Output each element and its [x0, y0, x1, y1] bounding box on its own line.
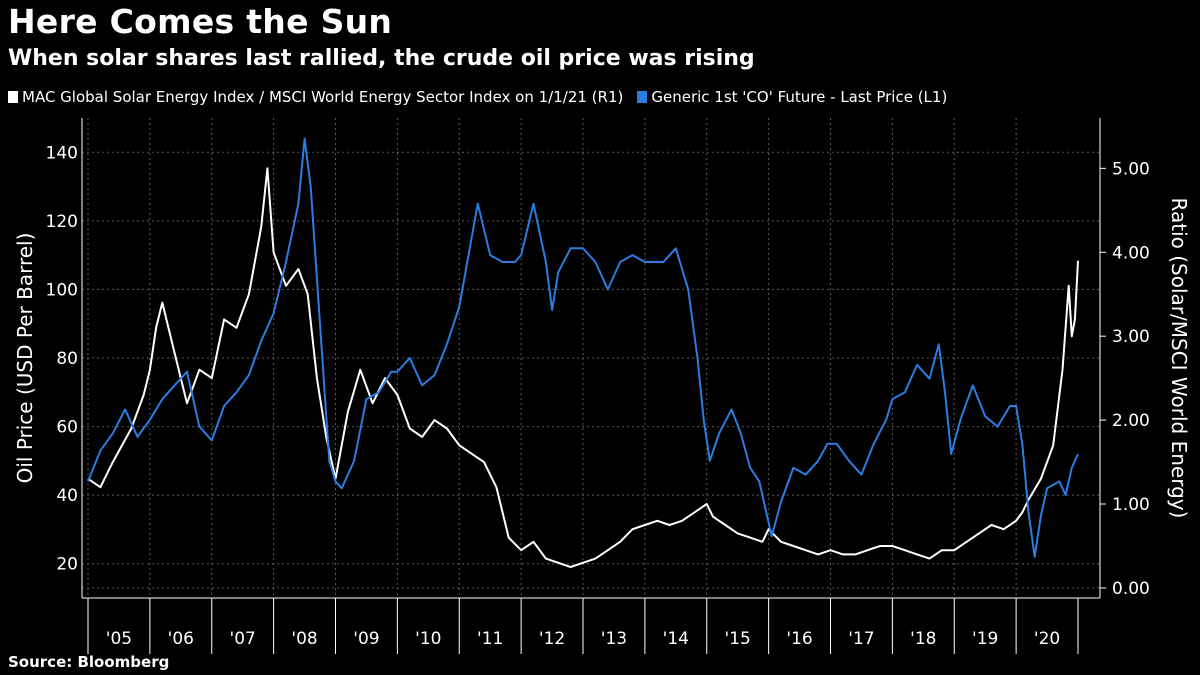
left-tick-label: 20	[56, 555, 78, 575]
chart-title: Here Comes the Sun	[8, 2, 393, 41]
x-tick-label: '10	[415, 629, 441, 649]
x-tick-label: '17	[848, 629, 874, 649]
left-tick-label: 40	[56, 486, 78, 506]
x-tick-label: '12	[539, 629, 565, 649]
right-tick-label: 1.00	[1112, 495, 1150, 515]
x-tick-label: '05	[106, 629, 132, 649]
legend-item-solar-ratio: MAC Global Solar Energy Index / MSCI Wor…	[8, 88, 623, 106]
legend: MAC Global Solar Energy Index / MSCI Wor…	[8, 88, 961, 106]
left-tick-label: 80	[56, 349, 78, 369]
left-tick-label: 120	[46, 212, 78, 232]
right-axis-label: Ratio (Solar/MSCI World Energy)	[1167, 198, 1191, 519]
left-tick-label: 100	[46, 280, 78, 300]
x-tick-label: '06	[168, 629, 194, 649]
x-tick-label: '20	[1034, 629, 1060, 649]
series-line-oil-price	[87, 137, 1079, 558]
left-tick-label: 60	[56, 418, 78, 438]
x-tick-label: '09	[353, 629, 379, 649]
right-tick-label: 2.00	[1112, 411, 1150, 431]
x-tick-label: '15	[725, 629, 751, 649]
x-tick-label: '07	[230, 629, 256, 649]
x-tick-label: '14	[663, 629, 689, 649]
x-tick-label: '13	[601, 629, 627, 649]
right-tick-label: 0.00	[1112, 579, 1150, 599]
x-tick-label: '18	[910, 629, 936, 649]
right-tick-label: 5.00	[1112, 159, 1150, 179]
x-tick-label: '11	[477, 629, 503, 649]
left-axis-label: Oil Price (USD Per Barrel)	[13, 233, 37, 484]
x-tick-label: '16	[786, 629, 812, 649]
legend-item-oil-price: Generic 1st 'CO' Future - Last Price (L1…	[637, 88, 947, 106]
x-tick-label: '19	[972, 629, 998, 649]
legend-label-solar-ratio: MAC Global Solar Energy Index / MSCI Wor…	[22, 88, 624, 106]
legend-swatch-solar-ratio	[8, 91, 18, 103]
right-tick-label: 3.00	[1112, 327, 1150, 347]
right-tick-label: 4.00	[1112, 243, 1150, 263]
series-line-solar-ratio	[87, 167, 1079, 568]
chart-subtitle: When solar shares last rallied, the crud…	[8, 46, 755, 71]
legend-label-oil-price: Generic 1st 'CO' Future - Last Price (L1…	[651, 88, 948, 106]
legend-swatch-oil-price	[637, 91, 648, 103]
x-tick-label: '08	[291, 629, 317, 649]
source-note: Source: Bloomberg	[8, 653, 170, 671]
left-tick-label: 140	[46, 143, 78, 163]
